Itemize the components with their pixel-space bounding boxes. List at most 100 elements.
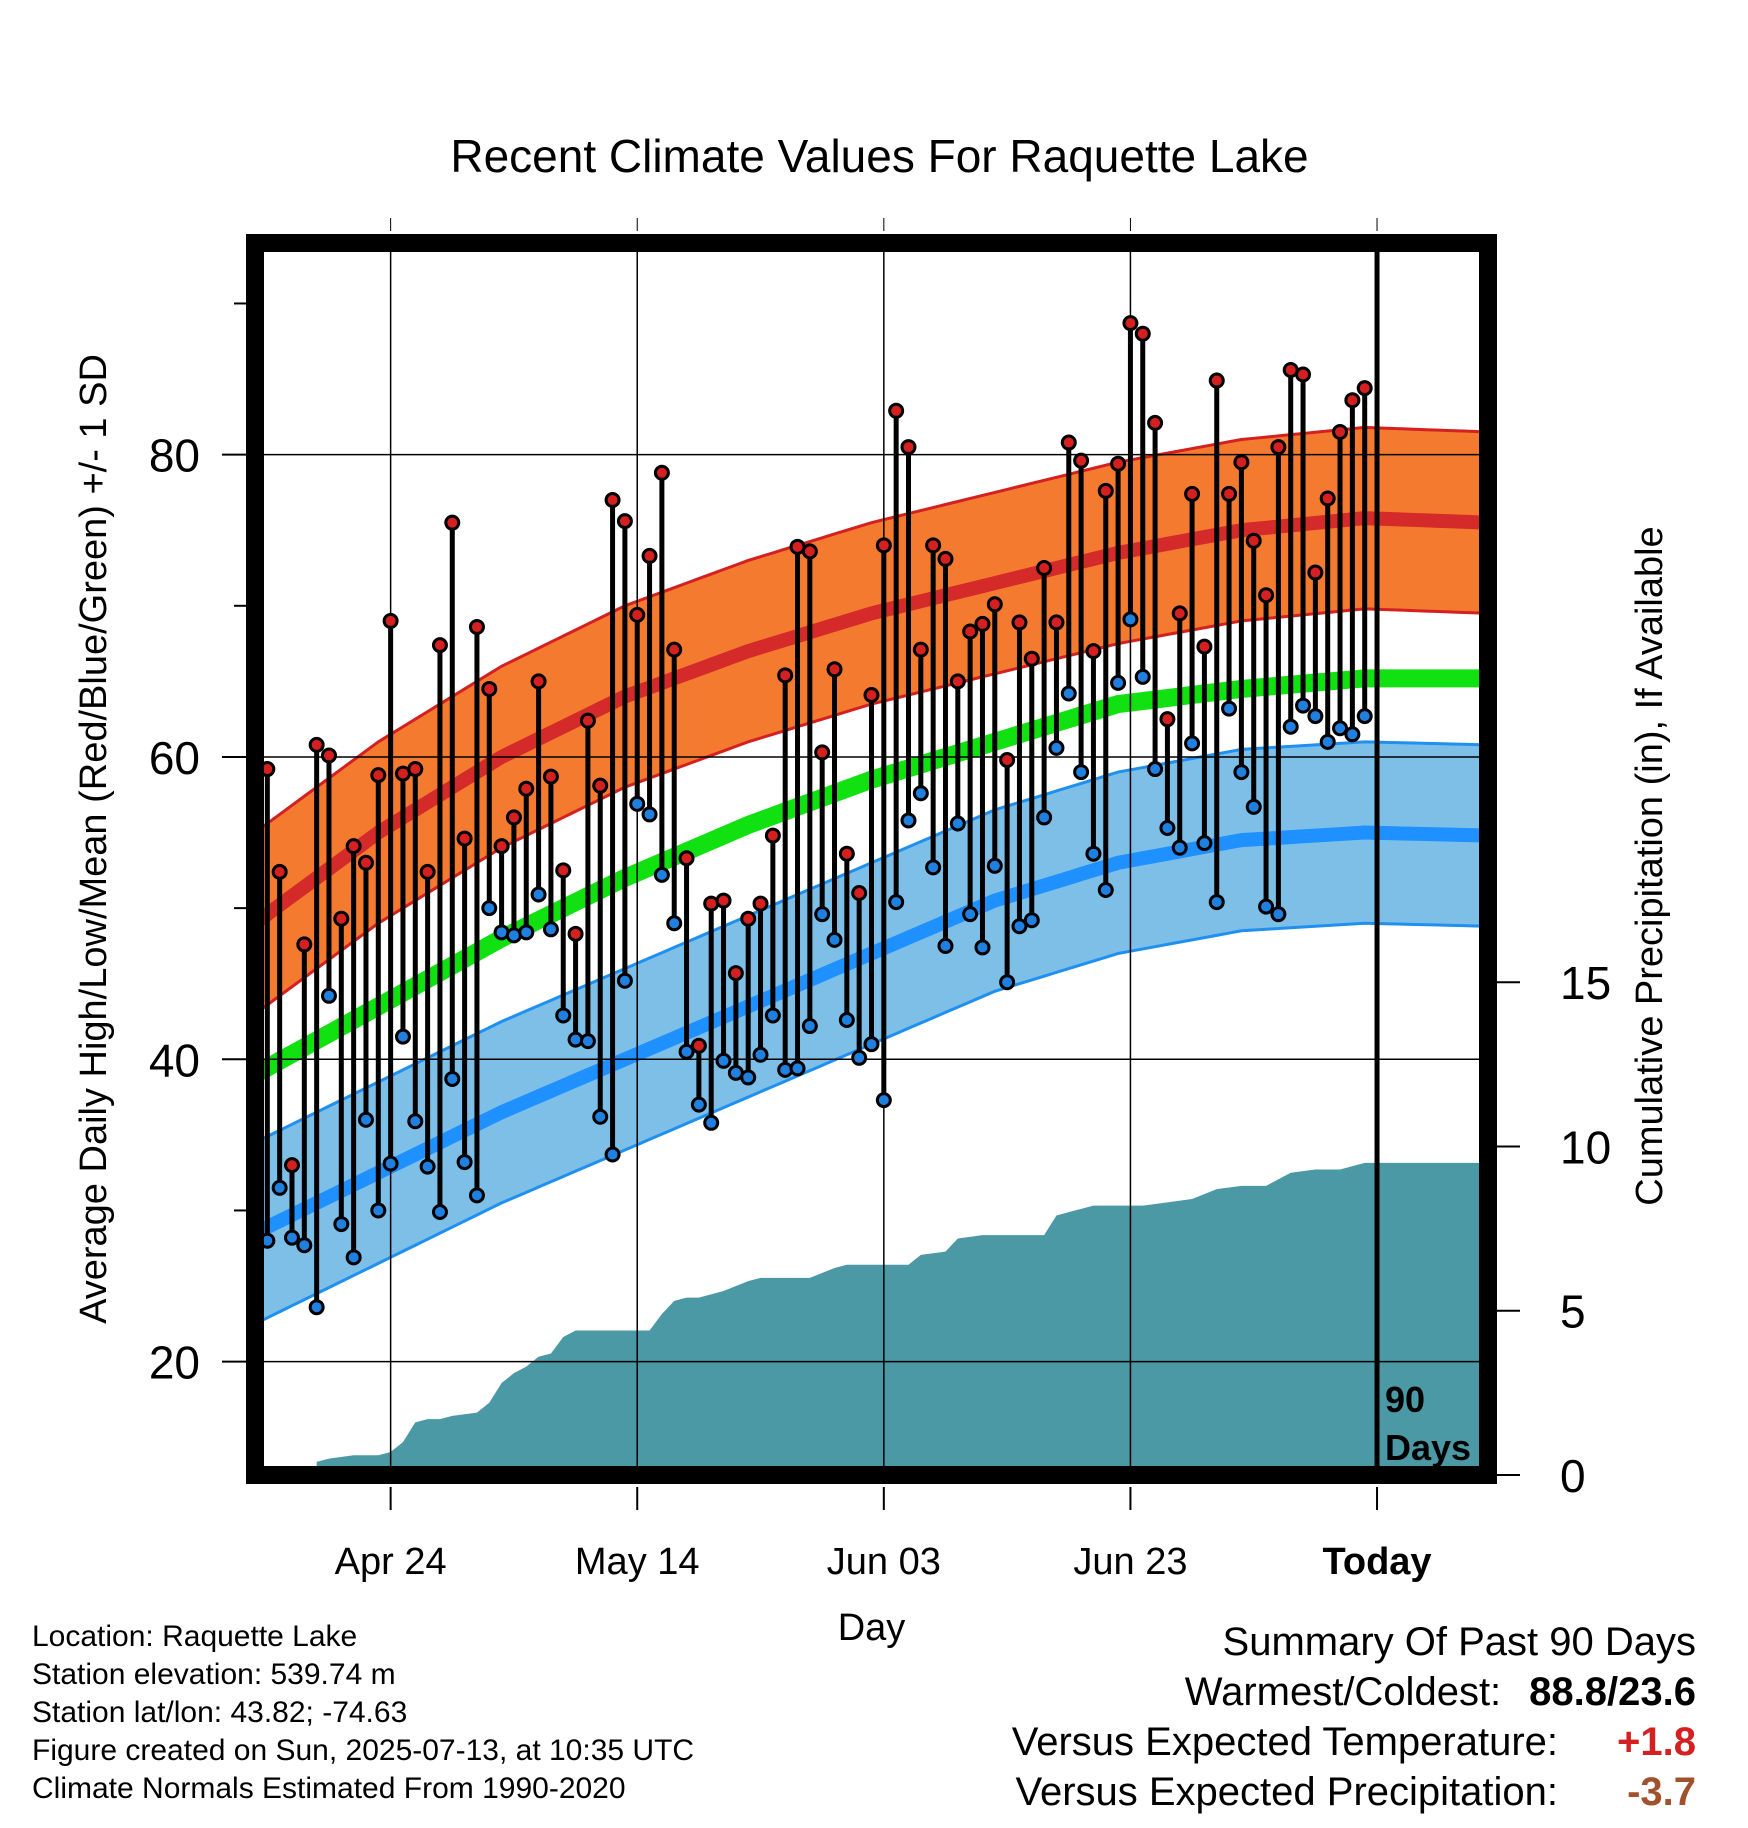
station-info: Location: Raquette Lake Station elevatio… — [32, 1618, 694, 1808]
daily-high-point — [1307, 564, 1324, 581]
daily-low-point — [629, 795, 646, 812]
daily-low-point — [863, 1036, 880, 1053]
daily-low-point — [875, 1092, 892, 1109]
daily-high-point — [1344, 392, 1361, 409]
plot-frame — [246, 234, 1497, 1484]
daily-high-point — [777, 667, 794, 684]
daily-low-point — [1221, 700, 1238, 717]
daily-low-point — [1159, 820, 1176, 837]
daily-low-point — [444, 1070, 461, 1087]
daily-high-point — [1258, 587, 1275, 604]
daily-high-point — [296, 936, 313, 953]
daily-low-point — [1270, 906, 1287, 923]
daily-low-point — [962, 906, 979, 923]
daily-high-point — [986, 596, 1003, 613]
daily-high-point — [641, 547, 658, 564]
x-tick-label: Today — [1322, 1541, 1431, 1583]
daily-low-point — [900, 812, 917, 829]
daily-high-point — [1221, 485, 1238, 502]
precip-anomaly-row: Versus Expected Precipitation: -3.7 — [1012, 1767, 1696, 1817]
daily-low-point — [851, 1049, 868, 1066]
daily-high-point — [875, 537, 892, 554]
daily-high-point — [345, 838, 362, 855]
daily-low-point — [1282, 718, 1299, 735]
y-tick-label-left: 60 — [149, 732, 200, 784]
high-sd-band — [255, 427, 1488, 1014]
daily-high-point — [653, 464, 670, 481]
daily-high-point — [1097, 482, 1114, 499]
daily-low-point — [641, 806, 658, 823]
daily-high-point — [357, 854, 374, 871]
daily-low-point — [814, 906, 831, 923]
daily-high-point — [542, 768, 559, 785]
daily-high-point — [999, 751, 1016, 768]
daily-high-point — [863, 686, 880, 703]
high-normal-line — [255, 511, 1488, 929]
daily-low-point — [1036, 809, 1053, 826]
daily-high-point — [925, 537, 942, 554]
daily-low-point — [456, 1154, 473, 1171]
daily-high-point — [419, 863, 436, 880]
daily-high-point — [505, 809, 522, 826]
daily-low-point — [1245, 798, 1262, 815]
daily-high-point — [1356, 380, 1373, 397]
warmest-coldest-row: Warmest/Coldest: 88.8/23.6 — [1012, 1667, 1696, 1717]
daily-low-point — [579, 1033, 596, 1050]
daily-high-point — [518, 780, 535, 797]
daily-low-point — [419, 1158, 436, 1175]
daily-low-point — [1319, 733, 1336, 750]
precipitation-area — [316, 1162, 1488, 1475]
daily-high-point — [1295, 366, 1312, 383]
daily-low-point — [752, 1046, 769, 1063]
warmest-coldest-label: Warmest/Coldest: — [1184, 1670, 1502, 1714]
y-tick-label-left: 40 — [149, 1034, 200, 1086]
daily-low-point — [308, 1299, 325, 1316]
warmest-coldest-value: 88.8/23.6 — [1529, 1670, 1696, 1714]
daily-low-point — [481, 900, 498, 917]
daily-low-point — [1023, 912, 1040, 929]
normals-text: Climate Normals Estimated From 1990-2020 — [32, 1772, 626, 1805]
daily-low-point — [1085, 845, 1102, 862]
daily-low-point — [653, 866, 670, 883]
daily-high-point — [468, 618, 485, 635]
daily-low-point — [320, 987, 337, 1004]
daily-low-point — [1356, 708, 1373, 725]
daily-low-point — [394, 1028, 411, 1045]
daily-low-point — [616, 972, 633, 989]
daily-low-point — [764, 1007, 781, 1024]
daily-low-point — [1134, 668, 1151, 685]
daily-high-point — [740, 910, 757, 927]
daily-low-point — [518, 924, 535, 941]
y-axis-label-right: Cumulative Precipitation (in), If Availa… — [1629, 526, 1671, 1205]
daily-low-point — [690, 1096, 707, 1113]
daily-low-point — [937, 937, 954, 954]
daily-high-point — [382, 612, 399, 629]
daily-low-point — [333, 1216, 350, 1233]
daily-low-point — [407, 1113, 424, 1130]
daily-low-point — [1332, 720, 1349, 737]
daily-high-point — [333, 910, 350, 927]
daily-low-point — [592, 1108, 609, 1125]
daily-high-point — [764, 827, 781, 844]
daily-low-point — [1048, 739, 1065, 756]
y-tick-label-right: 15 — [1560, 957, 1611, 1009]
daily-low-point — [925, 859, 942, 876]
daily-low-point — [1110, 674, 1127, 691]
daily-low-point — [1171, 839, 1188, 856]
daily-high-point — [604, 491, 621, 508]
daily-high-point — [900, 439, 917, 456]
latlon-text: Station lat/lon: 43.82; -74.63 — [32, 1696, 408, 1729]
daily-high-point — [1036, 560, 1053, 577]
daily-high-point — [530, 673, 547, 690]
daily-low-point — [1122, 611, 1139, 628]
daily-high-point — [814, 744, 831, 761]
daily-low-point — [715, 1052, 732, 1069]
daily-high-point — [616, 513, 633, 530]
daily-low-point — [1097, 881, 1114, 898]
today-days-word: Days — [1385, 1427, 1471, 1468]
daily-low-point — [1073, 764, 1090, 781]
y-tick-label-right: 0 — [1560, 1450, 1586, 1502]
daily-low-point — [1295, 697, 1312, 714]
daily-high-point — [1196, 638, 1213, 655]
daily-low-point — [1011, 918, 1028, 935]
